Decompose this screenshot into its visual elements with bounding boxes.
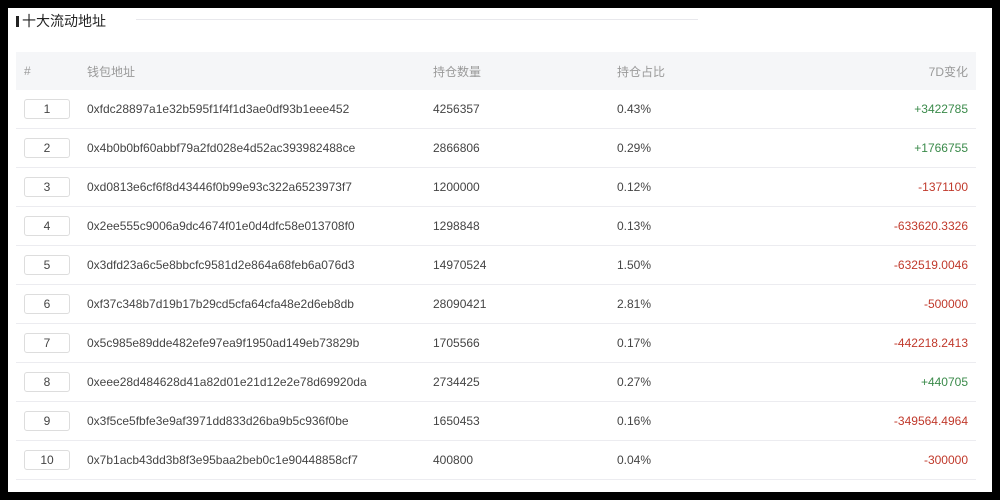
address-cell[interactable]: 0xf37c348b7d19b17b29cd5cfa64cfa48e2d6eb8… [87,297,354,311]
share-cell: 0.43% [617,102,652,116]
share-cell: 0.27% [617,375,652,389]
title-text: 十大流动地址 [22,13,106,29]
divider [136,19,698,20]
amount-cell: 2866806 [433,141,480,155]
rank-badge: 9 [24,411,70,431]
rank-badge: 10 [24,450,70,470]
amount-cell: 400800 [433,453,474,467]
amount-cell: 1705566 [433,336,480,350]
col-rank: # [24,64,31,78]
rank-badge: 1 [24,99,70,119]
table-row: 5 0x3dfd23a6c5e8bbcfc9581d2e864a68feb6a0… [16,246,976,285]
share-cell: 2.81% [617,297,652,311]
rank-cell: 9 [16,411,87,431]
rank-cell: 5 [16,255,87,275]
change-cell: -500000 [923,297,968,311]
table-row: 10 0x7b1acb43dd3b8f3e95baa2beb0c1e904488… [16,441,976,480]
rank-cell: 6 [16,294,87,314]
rank-badge: 4 [24,216,70,236]
rank-badge: 8 [24,372,70,392]
table-row: 7 0x5c985e89dde482efe97ea9f1950ad149eb73… [16,324,976,363]
share-cell: 0.12% [617,180,652,194]
col-address: 钱包地址 [87,64,136,79]
col-share: 持仓占比 [617,64,666,79]
change-cell: -1371100 [918,180,968,194]
rank-badge: 5 [24,255,70,275]
table-header: # 钱包地址 持仓数量 持仓占比 7D变化 [16,52,976,90]
change-cell: -633620.3326 [893,219,968,233]
rank-cell: 2 [16,138,87,158]
change-cell: +440705 [920,375,968,389]
rank-badge: 6 [24,294,70,314]
address-cell[interactable]: 0xeee28d484628d41a82d01e21d12e2e78d69920… [87,375,367,389]
amount-cell: 1650453 [433,414,480,428]
change-cell: -349564.4964 [893,414,968,428]
address-cell[interactable]: 0xfdc28897a1e32b595f1f4f1d3ae0df93b1eee4… [87,102,350,116]
table-row: 2 0x4b0b0bf60abbf79a2fd028e4d52ac3939824… [16,129,976,168]
share-cell: 0.13% [617,219,652,233]
col-amount: 持仓数量 [433,64,482,79]
address-cell[interactable]: 0x3f5ce5fbfe3e9af3971dd833d26ba9b5c936f0… [87,414,349,428]
rank-cell: 10 [16,450,87,470]
holders-table: # 钱包地址 持仓数量 持仓占比 7D变化 1 0xfdc28897a1e32b… [16,52,976,480]
rank-badge: 7 [24,333,70,353]
rank-cell: 1 [16,99,87,119]
rank-cell: 7 [16,333,87,353]
title-marker [16,15,19,27]
amount-cell: 2734425 [433,375,480,389]
change-cell: -632519.0046 [893,258,968,272]
table-row: 3 0xd0813e6cf6f8d43446f0b99e93c322a65239… [16,168,976,207]
table-row: 1 0xfdc28897a1e32b595f1f4f1d3ae0df93b1ee… [16,90,976,129]
table-row: 4 0x2ee555c9006a9dc4674f01e0d4dfc58e0137… [16,207,976,246]
rank-badge: 2 [24,138,70,158]
change-cell: +3422785 [914,102,968,116]
table-row: 6 0xf37c348b7d19b17b29cd5cfa64cfa48e2d6e… [16,285,976,324]
rank-badge: 3 [24,177,70,197]
amount-cell: 14970524 [433,258,487,272]
change-cell: -300000 [923,453,968,467]
table-row: 9 0x3f5ce5fbfe3e9af3971dd833d26ba9b5c936… [16,402,976,441]
amount-cell: 1200000 [433,180,480,194]
rank-cell: 8 [16,372,87,392]
table-row: 8 0xeee28d484628d41a82d01e21d12e2e78d699… [16,363,976,402]
col-change: 7D变化 [928,64,968,79]
change-cell: +1766755 [914,141,968,155]
section-title: 十大流动地址 [16,11,106,31]
address-cell[interactable]: 0x7b1acb43dd3b8f3e95baa2beb0c1e90448858c… [87,453,358,467]
share-cell: 0.17% [617,336,652,350]
amount-cell: 1298848 [433,219,480,233]
share-cell: 1.50% [617,258,652,272]
share-cell: 0.04% [617,453,652,467]
address-cell[interactable]: 0x4b0b0bf60abbf79a2fd028e4d52ac393982488… [87,141,356,155]
address-cell[interactable]: 0x3dfd23a6c5e8bbcfc9581d2e864a68feb6a076… [87,258,355,272]
top-holders-panel: 十大流动地址 # 钱包地址 持仓数量 持仓占比 7D变化 1 0xfdc2889… [8,8,992,492]
share-cell: 0.29% [617,141,652,155]
rank-cell: 4 [16,216,87,236]
rank-cell: 3 [16,177,87,197]
address-cell[interactable]: 0x2ee555c9006a9dc4674f01e0d4dfc58e013708… [87,219,355,233]
address-cell[interactable]: 0x5c985e89dde482efe97ea9f1950ad149eb7382… [87,336,360,350]
change-cell: -442218.2413 [893,336,968,350]
address-cell[interactable]: 0xd0813e6cf6f8d43446f0b99e93c322a6523973… [87,180,352,194]
share-cell: 0.16% [617,414,652,428]
amount-cell: 28090421 [433,297,487,311]
amount-cell: 4256357 [433,102,480,116]
